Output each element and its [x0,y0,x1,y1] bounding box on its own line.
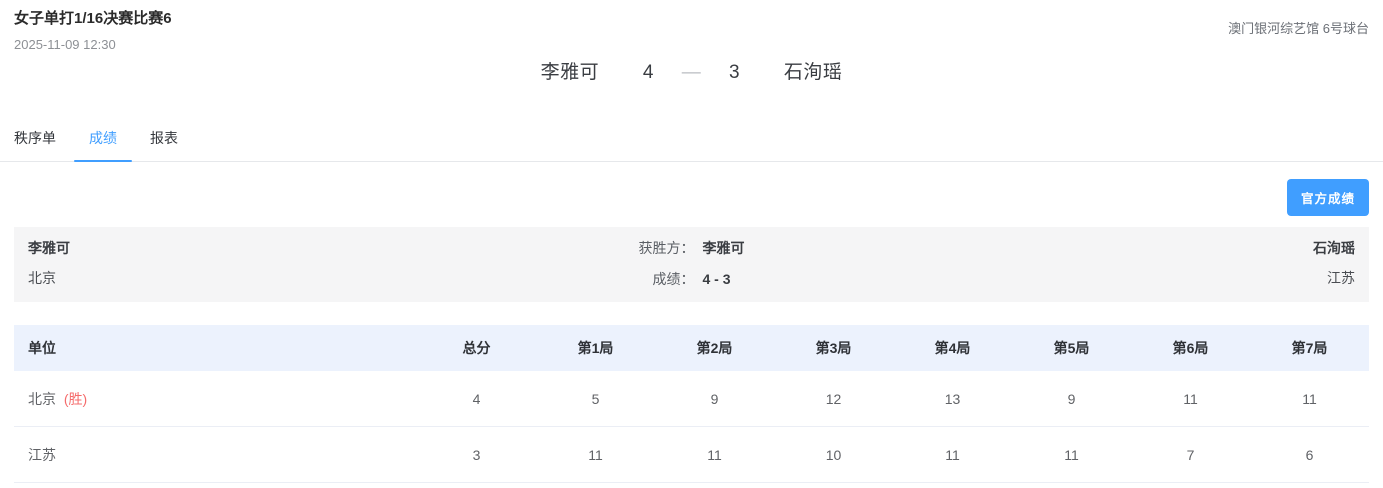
match-info: 女子单打1/16决赛比赛6 2025-11-09 12:30 [14,10,172,52]
game-results-table: 单位 总分 第1局 第2局 第3局 第4局 第5局 第6局 第7局 北京 (胜)… [14,325,1369,483]
win-badge: (胜) [63,390,88,407]
winner-label: 获胜方： [638,240,695,256]
player-left-name: 李雅可 [540,62,600,83]
tab-reports[interactable]: 报表 [150,130,178,146]
game3-score-cell: 12 [825,390,842,407]
match-datetime: 2025-11-09 12:30 [14,37,116,52]
column-header-total: 总分 [462,340,491,356]
summary-right-player-block: 石洵瑶 江苏 [1095,238,1355,289]
game7-score-cell: 11 [1302,390,1317,407]
table-row: 北京 (胜) 4 5 9 12 13 9 11 11 [14,371,1369,427]
game6-score-cell: 7 [1186,446,1195,463]
unit-cell: 北京 (胜) [14,389,417,409]
unit-cell: 江苏 [14,445,417,465]
summary-winner-score-grid: 获胜方： 李雅可 成绩： 4 - 3 [639,238,745,289]
summary-right-player-team: 江苏 [1327,270,1355,286]
column-header-game6: 第6局 [1172,340,1209,356]
venue-label: 澳门银河综艺馆 6号球台 [1228,21,1369,36]
game2-score-cell: 11 [707,446,722,463]
game2-score-cell: 9 [710,390,719,407]
column-header-unit: 单位 [28,340,56,356]
column-header-game7: 第7局 [1291,340,1328,356]
game6-score-cell: 11 [1183,390,1198,407]
column-header-game4: 第4局 [934,340,971,356]
score-right: 3 [729,62,741,83]
match-summary: 李雅可 北京 获胜方： 李雅可 成绩： 4 - 3 石洵瑶 江苏 [14,227,1369,302]
tab-bar: 秩序单 成绩 报表 [0,116,1383,162]
table-header-row: 单位 总分 第1局 第2局 第3局 第4局 第5局 第6局 第7局 [14,325,1369,371]
summary-center-block: 获胜方： 李雅可 成绩： 4 - 3 [288,238,1095,289]
tab-results[interactable]: 成绩 [74,116,132,162]
table-row: 江苏 3 11 11 10 11 11 7 6 [14,427,1369,483]
official-result-button[interactable]: 官方成绩 [1286,179,1369,216]
total-score-cell: 3 [472,446,481,463]
column-header-game3: 第3局 [815,340,852,356]
summary-left-player-team: 北京 [28,270,56,286]
column-header-game5: 第5局 [1053,340,1090,356]
game5-score-cell: 9 [1067,390,1076,407]
column-header-game2: 第2局 [696,340,733,356]
scoreboard: 李雅可 4 — 3 石洵瑶 [0,57,1383,84]
unit-name: 江苏 [28,446,56,463]
unit-name: 北京 [28,390,56,407]
game7-score-cell: 6 [1305,446,1314,463]
page-header: 女子单打1/16决赛比赛6 2025-11-09 12:30 澳门银河综艺馆 6… [0,0,1383,52]
player-right-name: 石洵瑶 [783,62,843,83]
action-row: 官方成绩 [0,162,1383,216]
match-title: 女子单打1/16决赛比赛6 [14,10,172,27]
game1-score-cell: 11 [588,446,603,463]
final-score-label: 成绩： [652,271,695,287]
game5-score-cell: 11 [1064,446,1079,463]
final-score-value: 4 - 3 [702,271,731,287]
game4-score-cell: 13 [944,390,961,407]
summary-left-player-block: 李雅可 北京 [28,238,288,289]
score-separator: — [681,62,702,83]
summary-left-player-name: 李雅可 [28,240,70,256]
winner-name: 李雅可 [702,240,745,256]
tab-order-of-play[interactable]: 秩序单 [14,130,56,146]
summary-right-player-name: 石洵瑶 [1313,240,1355,256]
game1-score-cell: 5 [591,390,600,407]
total-score-cell: 4 [472,390,481,407]
score-left: 4 [642,62,654,83]
game4-score-cell: 11 [945,446,960,463]
game3-score-cell: 10 [825,446,842,463]
column-header-game1: 第1局 [577,340,614,356]
